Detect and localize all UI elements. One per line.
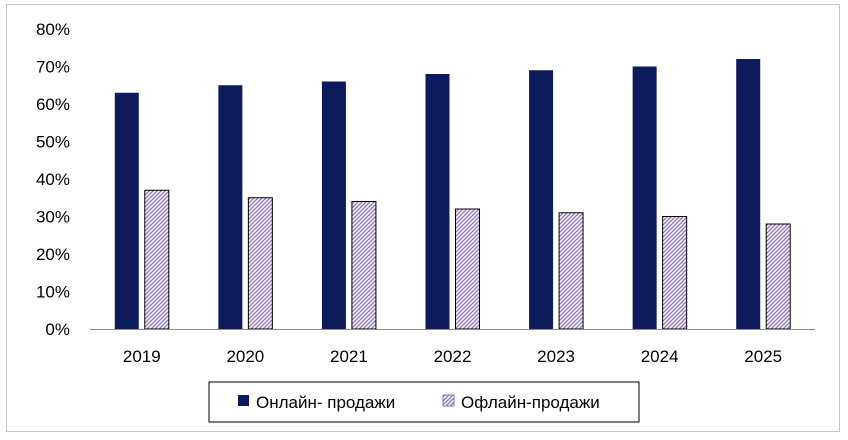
x-tick-label: 2024 bbox=[641, 347, 679, 366]
x-axis-tick-labels: 2019 2020 2021 2022 2023 2024 2025 bbox=[123, 347, 782, 366]
legend-label-offline: Офлайн-продажи bbox=[461, 393, 600, 412]
y-tick-label: 70% bbox=[36, 58, 70, 77]
x-tick-label: 2023 bbox=[537, 347, 575, 366]
y-tick-label: 60% bbox=[36, 95, 70, 114]
bar-offline-2021 bbox=[351, 201, 377, 330]
bar-online-2020 bbox=[218, 85, 243, 329]
y-tick-label: 80% bbox=[36, 20, 70, 39]
y-tick-label: 40% bbox=[36, 170, 70, 189]
bar-online-2024 bbox=[632, 66, 657, 329]
x-tick-label: 2021 bbox=[330, 347, 368, 366]
y-tick-label: 10% bbox=[36, 283, 70, 302]
legend-swatch-offline bbox=[442, 394, 455, 407]
x-tick-label: 2022 bbox=[434, 347, 472, 366]
x-tick-label: 2025 bbox=[744, 347, 782, 366]
x-tick-label: 2020 bbox=[226, 347, 264, 366]
bar-offline-2020 bbox=[247, 197, 273, 330]
y-tick-label: 0% bbox=[45, 320, 70, 339]
bar-offline-2022 bbox=[455, 208, 480, 330]
bars bbox=[114, 59, 791, 330]
bar-online-2025 bbox=[736, 59, 761, 329]
bar-offline-2025 bbox=[765, 223, 791, 330]
y-tick-label: 20% bbox=[36, 245, 70, 264]
bar-online-2021 bbox=[321, 81, 346, 329]
bar-online-2022 bbox=[425, 74, 450, 329]
x-tick-label: 2019 bbox=[123, 347, 161, 366]
legend-swatch-online bbox=[238, 395, 249, 406]
bar-offline-2023 bbox=[558, 212, 584, 330]
bar-offline-2019 bbox=[144, 189, 170, 330]
bar-online-2019 bbox=[114, 92, 139, 329]
bar-offline-2024 bbox=[662, 216, 688, 330]
y-tick-label: 50% bbox=[36, 133, 70, 152]
legend-label-online: Онлайн- продажи bbox=[256, 393, 395, 412]
y-tick-label: 30% bbox=[36, 208, 70, 227]
legend: Онлайн- продажи Офлайн-продажи bbox=[208, 381, 640, 423]
bar-online-2023 bbox=[529, 70, 554, 329]
legend-box bbox=[208, 381, 640, 423]
y-axis-tick-labels: 0% 10% 20% 30% 40% 50% 60% 70% 80% bbox=[36, 20, 70, 339]
